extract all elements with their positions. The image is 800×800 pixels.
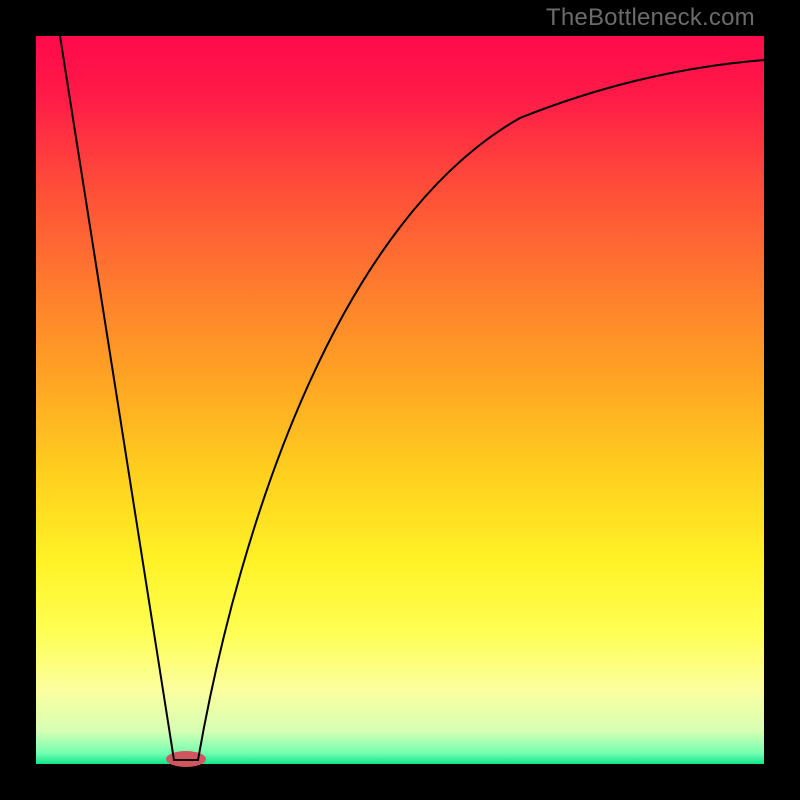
watermark-text: TheBottleneck.com — [546, 4, 755, 32]
chart-container: { "canvas": { "width": 800, "height": 80… — [0, 0, 800, 800]
frame-border-bottom — [0, 764, 800, 800]
background-gradient — [0, 0, 800, 800]
frame-border-left — [0, 0, 36, 800]
frame-border-right — [764, 0, 800, 800]
